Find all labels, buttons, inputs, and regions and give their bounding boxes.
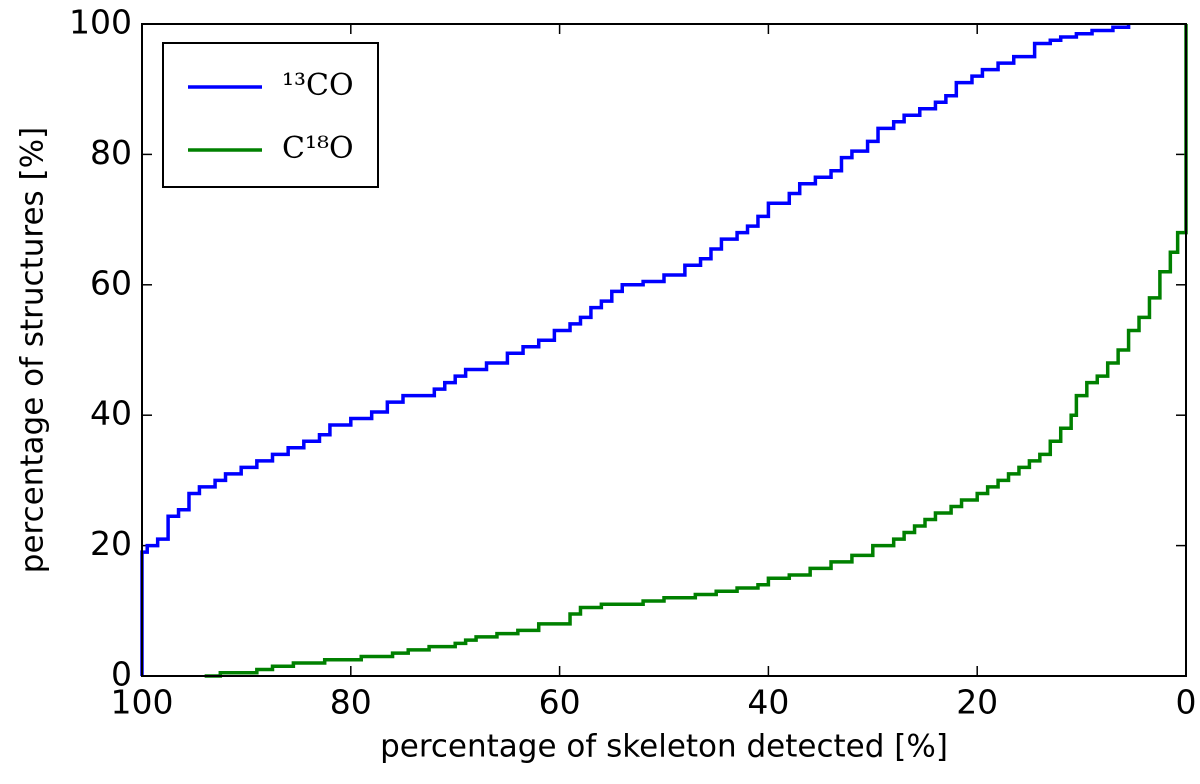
legend-label: C¹⁸O	[282, 131, 354, 166]
x-tick-label: 0	[1176, 683, 1197, 722]
plot-frame	[141, 23, 1187, 677]
data-line	[140, 24, 1131, 676]
x-tick-label: 100	[111, 683, 174, 722]
x-tick-label: 40	[747, 683, 789, 722]
y-axis-label: percentage of structures [%]	[15, 127, 51, 573]
y-tick-label: 0	[111, 655, 132, 694]
data-line	[204, 24, 1188, 678]
y-tick-label: 40	[90, 394, 132, 433]
y-tick-label: 80	[90, 133, 132, 172]
legend-label: ¹³CO	[282, 68, 354, 103]
x-tick-label: 60	[539, 683, 581, 722]
legend-box	[162, 42, 379, 188]
y-tick-label: 20	[90, 524, 132, 563]
x-tick-label: 80	[330, 683, 372, 722]
x-tick-label: 20	[956, 683, 998, 722]
y-tick-label: 60	[90, 263, 132, 302]
y-tick-label: 100	[69, 3, 132, 42]
x-axis-label: percentage of skeleton detected [%]	[380, 729, 948, 765]
